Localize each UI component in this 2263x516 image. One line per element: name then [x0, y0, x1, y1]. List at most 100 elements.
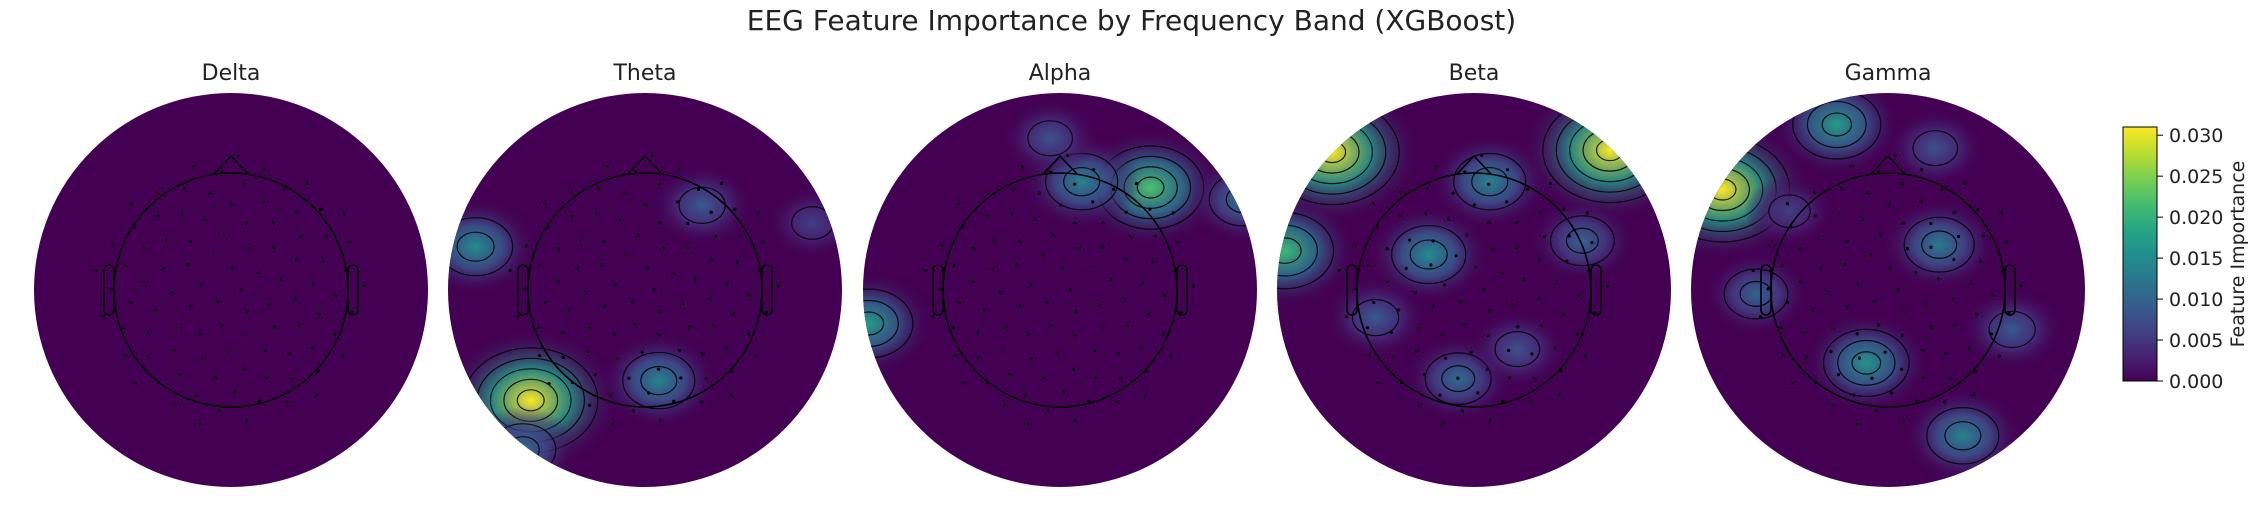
electrode-dot [696, 187, 701, 191]
electrode-dot [658, 221, 662, 225]
electrode-dot [1813, 214, 1817, 218]
electrode-dot [1385, 247, 1389, 251]
electrode-dot [617, 217, 622, 221]
left-ear-outline [103, 264, 115, 316]
electrode-dot [1522, 277, 1527, 281]
electrode-dot [1952, 257, 1956, 262]
electrode-dot [631, 409, 635, 413]
electrode-dot [636, 233, 640, 237]
contour-line [1351, 298, 1400, 337]
electrode-dot [243, 367, 247, 371]
electrode-dot [1812, 190, 1817, 194]
electrode-dot [725, 346, 729, 350]
electrode-dot [1415, 350, 1419, 354]
electrode-dot [172, 350, 176, 354]
contour-line [1912, 130, 1959, 167]
electrode-dot [1922, 376, 1926, 380]
electrode-dot [334, 293, 338, 297]
left-ear-outline [1760, 264, 1772, 316]
electrode-dot [1111, 187, 1116, 191]
electrode-dot [1786, 300, 1790, 305]
nose-outline [1456, 154, 1492, 175]
electrode-dot [1072, 367, 1076, 371]
electrode-dot [701, 352, 705, 356]
electrode-dot [1779, 326, 1783, 330]
electrode-dot [1051, 233, 1055, 237]
electrode-dot [1924, 302, 1929, 306]
electrode-dot [1400, 380, 1404, 385]
contour-line [448, 217, 514, 277]
electrode-dot [197, 422, 202, 426]
electrode-dot [1176, 241, 1180, 245]
hotspot-posterior [1468, 310, 1566, 388]
hotspot-right-temporal [767, 186, 842, 260]
electrode-dot [311, 281, 316, 285]
contour-line [1921, 230, 1958, 259]
electrode-dot [1486, 367, 1490, 371]
electrode-dot [1829, 350, 1833, 354]
electrode-dot [305, 181, 310, 186]
electrode-dot [1883, 350, 1887, 354]
electrode-dot [1491, 247, 1495, 251]
electrode-dot [1385, 280, 1389, 284]
electrode-dot [1857, 356, 1862, 360]
electrode-dot [676, 200, 680, 204]
electrode-dot [1956, 234, 1961, 239]
electrode-dot [612, 332, 616, 336]
electrode-dot [287, 352, 291, 356]
electrode-dot [1096, 302, 1101, 306]
electrode-dot [1173, 269, 1177, 273]
hotspot-right-temporal [1530, 199, 1635, 283]
electrode-dot [700, 400, 704, 404]
electrode-dot [1440, 422, 1445, 426]
colorbar-tick-label: 0.020 [2169, 207, 2223, 229]
electrode-dot [147, 355, 151, 360]
electrode-dot [1087, 399, 1091, 403]
electrode-dot [1366, 264, 1370, 268]
electrode-dot [659, 309, 663, 313]
hotspot-left-central [1325, 277, 1426, 358]
electrode-dot [272, 221, 276, 226]
electrode-dot [586, 350, 590, 354]
electrode-dot [1919, 200, 1923, 204]
electrode-dot [1811, 308, 1815, 312]
electrode-dot [1973, 369, 1977, 373]
electrode-dot [1803, 330, 1807, 335]
electrode-dot [1046, 409, 1050, 413]
electrode-dot [730, 369, 734, 373]
electrode-dot [1032, 217, 1037, 221]
electrode-dot [1554, 346, 1558, 350]
hotspot-left-temporal [1704, 252, 1808, 336]
electrode-dot [1389, 330, 1393, 335]
electrode-dot [951, 326, 955, 330]
electrode-dot [543, 300, 547, 305]
colorbar-tick-label: 0.000 [2169, 371, 2223, 393]
electrode-dot [295, 257, 299, 262]
left-ear-outline [517, 264, 529, 316]
electrode-dot [1010, 211, 1014, 215]
electrode-dot [650, 153, 655, 158]
electrode-dot [1068, 288, 1072, 292]
electrode-dot [1587, 269, 1591, 273]
electrode-dot [1040, 254, 1044, 258]
electrode-dot [923, 268, 927, 273]
electrode-dot [2019, 284, 2023, 288]
nose-outline [627, 154, 663, 175]
electrode-dot [711, 324, 715, 328]
electrode-dot [568, 308, 572, 312]
contour-line [1822, 328, 1910, 398]
electrode-dot [634, 323, 638, 327]
electrode-dot [1093, 348, 1097, 353]
contour-line [1494, 331, 1541, 368]
electrode-dot [593, 373, 597, 377]
electrode-dot [1537, 297, 1541, 301]
contour-line [1851, 351, 1882, 375]
electrode-dot [930, 315, 935, 319]
electrode-dot [286, 400, 290, 404]
electrode-dot [725, 281, 730, 285]
electrode-dot [315, 393, 319, 397]
electrode-dot [1413, 290, 1417, 295]
electrode-dot [1060, 266, 1064, 270]
electrode-dot [1398, 190, 1403, 194]
electrode-dot [1510, 302, 1515, 306]
